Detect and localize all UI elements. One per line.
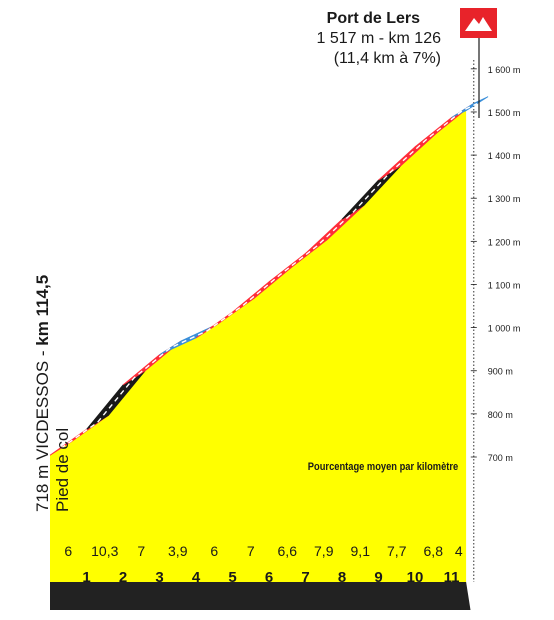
altitude-tick-label: 900 m	[488, 367, 513, 377]
km-label: 11	[444, 569, 460, 586]
svg-text:718 m VICDESSOS - km 114,5: 718 m VICDESSOS - km 114,5	[33, 275, 52, 512]
altitude-tick-label: 1 200 m	[488, 237, 521, 247]
start-km: km 114,5	[33, 275, 52, 346]
summit-name: Port de Lers	[327, 10, 420, 27]
percent-label: 7,7	[387, 543, 407, 559]
percent-label: 3,9	[168, 543, 188, 559]
profile-base	[50, 582, 471, 610]
km-label: 2	[119, 569, 127, 586]
altitude-tick-label: 1 000 m	[488, 324, 521, 334]
km-label: 6	[265, 569, 273, 586]
summit-flag-icon	[460, 8, 497, 118]
gradient-note: Pourcentage moyen par kilomètre	[308, 461, 459, 473]
percent-label: 9,1	[351, 543, 371, 559]
percent-label: 7,9	[314, 543, 334, 559]
altitude-tick-label: 1 600 m	[488, 65, 521, 75]
km-label: 1	[82, 569, 90, 586]
summit-detail: 1 517 m - km 126	[317, 30, 442, 47]
percent-label: 7	[137, 543, 145, 559]
altitude-tick-label: 700 m	[488, 453, 513, 463]
km-label: 5	[228, 569, 236, 586]
summit-stats: (11,4 km à 7%)	[334, 50, 441, 67]
percent-label: 10,3	[91, 543, 118, 559]
altitude-tick-label: 1 500 m	[488, 108, 521, 118]
ridge-centre-line	[60, 102, 478, 449]
altitude-tick-label: 1 400 m	[488, 151, 521, 161]
summit-info: Port de Lers 1 517 m - km 126 (11,4 km à…	[317, 10, 442, 67]
percent-label: 4	[455, 543, 463, 559]
percent-label: 6	[210, 543, 218, 559]
start-altitude-town: 718 m VICDESSOS -	[33, 346, 52, 512]
km-label: 8	[338, 569, 346, 586]
altitude-tick-label: 800 m	[488, 410, 513, 420]
km-label: 4	[192, 569, 201, 586]
percent-label: 6,6	[278, 543, 298, 559]
altitude-tick-label: 1 100 m	[488, 280, 521, 290]
km-label: 10	[407, 569, 424, 586]
km-label: 3	[155, 569, 163, 586]
start-label: 718 m VICDESSOS - km 114,5 Pied de col	[33, 275, 72, 512]
percent-label: 6,8	[424, 543, 444, 559]
percent-label: 7	[247, 543, 255, 559]
percent-label: 6	[64, 543, 72, 559]
label-layer: 700 m 800 m 900 m 1 000 m 1 100 m 1 200 m 1 30…	[64, 65, 520, 586]
start-subtitle: Pied de col	[53, 428, 72, 512]
profile-layer	[49, 96, 489, 582]
profile-area	[50, 110, 467, 582]
km-label: 9	[374, 569, 382, 586]
km-label: 7	[301, 569, 309, 586]
altitude-tick-label: 1 300 m	[488, 194, 521, 204]
